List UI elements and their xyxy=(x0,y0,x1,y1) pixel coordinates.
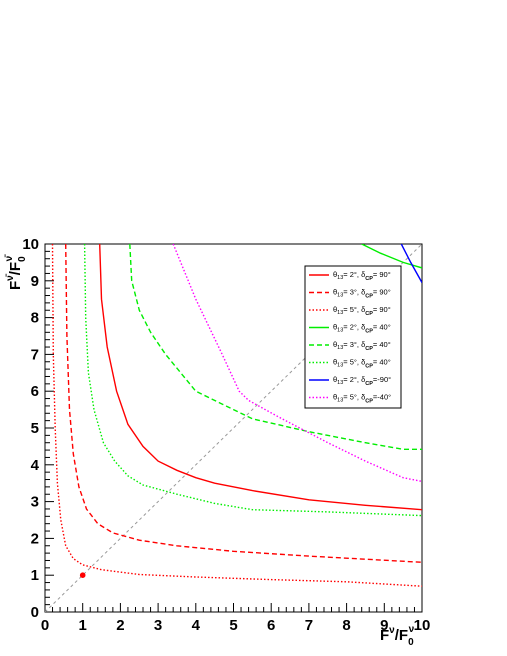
axis-ticks: 0 1 2 3 4 5 6 7 8 9 10 0 1 2 3 4 5 6 7 8 9 10 xyxy=(22,236,430,634)
y-tick-label: 6 xyxy=(31,383,39,400)
series-line-3 xyxy=(51,244,422,587)
x-tick-label: 4 xyxy=(192,617,201,634)
series-line-5 xyxy=(129,244,422,450)
x-tick-label: 0 xyxy=(41,617,49,634)
x-tick-label: 9 xyxy=(380,617,388,634)
y-tick-label: 0 xyxy=(31,604,39,621)
y-tick-label: 8 xyxy=(31,310,39,327)
series-line-8 xyxy=(172,244,422,483)
y-tick-label: 9 xyxy=(31,273,39,290)
x-axis-title: Fν/F0ν xyxy=(380,624,415,648)
legend-entry-label: θ13= 2°, δCP=-90° xyxy=(333,375,391,387)
legend-entry-label: θ13= 5°, δCP= 90° xyxy=(333,305,391,317)
y-axis-title: Fν̄/F0ν̄ xyxy=(4,254,28,290)
x-tick-label: 6 xyxy=(267,617,275,634)
legend-entry-label: θ13= 5°, δCP=-40° xyxy=(333,393,391,405)
series-line-4 xyxy=(361,244,422,269)
x-tick-label: 2 xyxy=(116,617,124,634)
y-tick-label: 2 xyxy=(31,530,39,547)
legend-box xyxy=(304,265,402,409)
legend-entry-label: θ13= 2°, δCP= 90° xyxy=(333,270,391,282)
legend-entry-label: θ13= 3°, δCP= 40° xyxy=(333,340,391,352)
y-tick-label: 3 xyxy=(31,494,39,511)
series-line-7 xyxy=(400,244,422,283)
y-tick-label: 5 xyxy=(31,420,39,437)
y-tick-label: 4 xyxy=(31,457,40,474)
x-tick-label: 3 xyxy=(154,617,162,634)
axis-titles: Fν/F0ν Fν̄/F0ν̄ xyxy=(4,254,415,648)
x-tick-label: 1 xyxy=(79,617,87,634)
legend-entry-label: θ13= 5°, δCP= 40° xyxy=(333,358,391,370)
y-tick-label: 10 xyxy=(22,236,39,253)
series-line-2 xyxy=(65,244,422,563)
y-tick-label: 1 xyxy=(31,567,39,584)
x-tick-label: 8 xyxy=(342,617,350,634)
legend-entry-label: θ13= 2°, δCP= 40° xyxy=(333,323,391,335)
x-tick-label: 5 xyxy=(229,617,237,634)
y-tick-label: 7 xyxy=(31,346,39,363)
series-line-1 xyxy=(99,244,422,511)
reference-point-marker xyxy=(79,572,86,578)
x-tick-label: 10 xyxy=(414,617,431,634)
series-line-6 xyxy=(83,244,422,517)
legend-entry-label: θ13= 3°, δCP= 90° xyxy=(333,288,391,300)
legend: θ13= 2°, δCP= 90° θ13= 3°, δCP= 90° θ13= 5… xyxy=(304,265,402,409)
x-tick-label: 7 xyxy=(305,617,313,634)
